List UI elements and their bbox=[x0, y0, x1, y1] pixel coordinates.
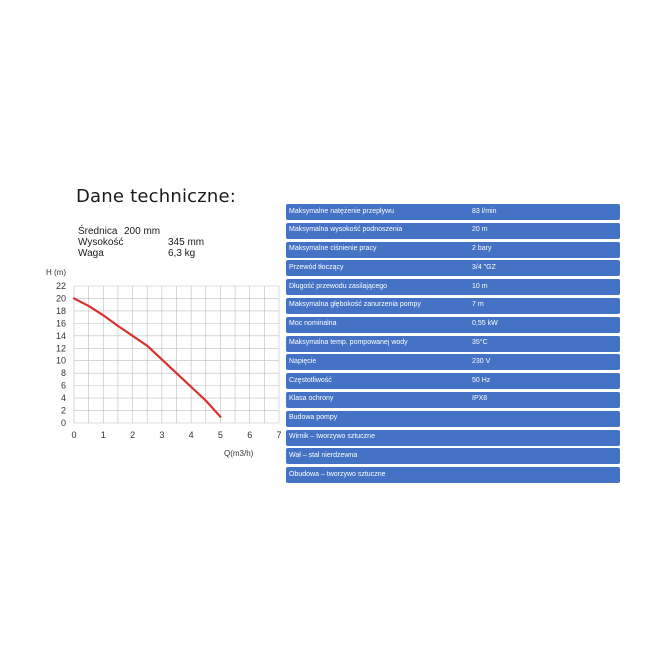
spec-value: IPX8 bbox=[472, 395, 488, 403]
spec-row: Długość przewodu zasilającego 10 m bbox=[286, 279, 620, 296]
x-tick-label: 0 bbox=[71, 430, 76, 440]
spec-label: Częstotliwość bbox=[289, 376, 332, 384]
spec-row: Maksymalne natężenie przepływu 83 l/min bbox=[286, 204, 620, 220]
spec-row: Wirnik – tworzywo sztuczne bbox=[286, 429, 620, 446]
spec-label: Przewód tłoczący bbox=[289, 263, 344, 271]
dimension-label: Wysokość bbox=[78, 237, 124, 248]
spec-row: Maksymalna wysokość podnoszenia 20 m bbox=[286, 222, 620, 239]
spec-row: Obudowa – tworzywo sztuczne bbox=[286, 467, 620, 484]
spec-label: Długość przewodu zasilającego bbox=[289, 282, 388, 290]
x-tick-label: 7 bbox=[276, 430, 281, 440]
y-axis-label: H (m) bbox=[46, 268, 66, 277]
dimension-row: Średnica 200 mm bbox=[78, 226, 238, 237]
spec-label: Moc nominalna bbox=[289, 320, 337, 328]
spec-label: Maksymalne ciśnienie pracy bbox=[289, 245, 377, 253]
x-tick-label: 3 bbox=[159, 430, 164, 440]
y-tick-label: 12 bbox=[56, 343, 66, 353]
spec-value: 50 Hz bbox=[472, 376, 491, 384]
spec-label: Budowa pompy bbox=[289, 414, 338, 422]
pump-curve-chart: H (m) Q(m3/h) 0 1 2 3 4 5 6 7024681012141618202… bbox=[46, 268, 282, 458]
dimension-value: 200 mm bbox=[124, 226, 161, 237]
y-tick-label: 10 bbox=[56, 356, 66, 366]
page-title: Dane techniczne: bbox=[76, 186, 237, 207]
y-tick-label: 0 bbox=[61, 418, 66, 428]
dimension-value: 6,3 kg bbox=[168, 248, 196, 259]
spec-row: Częstotliwość 50 Hz bbox=[286, 373, 620, 390]
spec-label: Napięcie bbox=[289, 357, 317, 365]
spec-value: 35°C bbox=[472, 339, 488, 347]
dimensions-list: Średnica 200 mm Wysokość 345 mm Waga 6,3… bbox=[78, 226, 238, 259]
spec-row: Maksymalna temp. pompowanej wody 35°C bbox=[286, 335, 620, 352]
chart-series bbox=[72, 297, 222, 418]
y-tick-label: 14 bbox=[56, 331, 66, 341]
pump-curve-line bbox=[72, 297, 222, 418]
spec-value: 83 l/min bbox=[472, 207, 497, 215]
y-tick-label: 4 bbox=[61, 393, 66, 403]
spec-value: 3/4 "GZ bbox=[472, 263, 496, 271]
dimension-value: 345 mm bbox=[168, 237, 205, 248]
spec-label: Obudowa – tworzywo sztuczne bbox=[289, 470, 386, 478]
spec-value: 10 m bbox=[472, 282, 488, 290]
spec-row: Klasa ochrony IPX8 bbox=[286, 391, 620, 408]
spec-value: 20 m bbox=[472, 226, 488, 234]
y-tick-label: 6 bbox=[61, 381, 66, 391]
x-tick-label: 1 bbox=[101, 430, 106, 440]
spec-row: Wał – stal nierdzewna bbox=[286, 448, 620, 465]
spec-row: Budowa pompy bbox=[286, 410, 620, 427]
x-tick-label: 2 bbox=[130, 430, 135, 440]
spec-label: Klasa ochrony bbox=[289, 395, 334, 403]
y-tick-label: 18 bbox=[56, 306, 66, 316]
x-tick-label: 4 bbox=[189, 430, 194, 440]
y-tick-label: 22 bbox=[56, 281, 66, 291]
x-tick-label: 6 bbox=[247, 430, 252, 440]
y-tick-label: 20 bbox=[56, 293, 66, 303]
x-axis-label: Q(m3/h) bbox=[224, 449, 254, 458]
spec-label: Maksymalna głębokość zanurzenia pompy bbox=[289, 301, 421, 309]
spec-value: 0,55 kW bbox=[472, 320, 498, 328]
dimension-row: Waga 6,3 kg bbox=[78, 248, 238, 259]
spec-row: Przewód tłoczący 3/4 "GZ bbox=[286, 260, 620, 277]
spec-table: Maksymalne natężenie przepływu 83 l/min Ma… bbox=[286, 204, 620, 486]
spec-value: 2 bary bbox=[472, 245, 492, 253]
spec-value: 230 V bbox=[472, 357, 491, 365]
dimension-row: Wysokość 345 mm bbox=[78, 237, 238, 248]
spec-row: Napięcie 230 V bbox=[286, 354, 620, 371]
spec-label: Maksymalne natężenie przepływu bbox=[289, 207, 395, 215]
x-tick-label: 5 bbox=[218, 430, 223, 440]
y-tick-label: 16 bbox=[56, 318, 66, 328]
y-tick-label: 2 bbox=[61, 406, 66, 416]
y-tick-label: 8 bbox=[61, 368, 66, 378]
spec-row: Moc nominalna 0,55 kW bbox=[286, 316, 620, 333]
spec-label: Maksymalna temp. pompowanej wody bbox=[289, 339, 408, 347]
spec-label: Wirnik – tworzywo sztuczne bbox=[289, 433, 375, 441]
spec-value: 7 m bbox=[472, 301, 484, 309]
chart-grid bbox=[73, 285, 280, 424]
spec-row: Maksymalne ciśnienie pracy 2 bary bbox=[286, 241, 620, 258]
spec-row: Maksymalna głębokość zanurzenia pompy 7 m bbox=[286, 297, 620, 314]
dimension-label: Średnica bbox=[78, 226, 118, 237]
spec-label: Wał – stal nierdzewna bbox=[289, 451, 358, 459]
spec-label: Maksymalna wysokość podnoszenia bbox=[289, 226, 403, 234]
dimension-label: Waga bbox=[78, 248, 104, 259]
